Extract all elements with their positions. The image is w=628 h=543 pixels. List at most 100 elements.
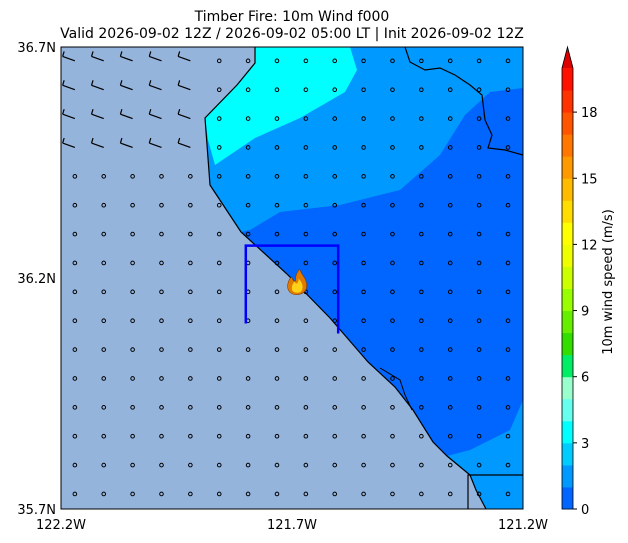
calm-wind-marker xyxy=(188,376,193,381)
calm-wind-marker xyxy=(447,347,453,352)
x-tick-label: 121.7W xyxy=(267,518,317,533)
calm-wind-marker xyxy=(505,87,511,93)
calm-wind-marker xyxy=(332,231,338,237)
calm-wind-marker xyxy=(72,174,78,179)
calm-wind-marker xyxy=(505,491,511,497)
x-tick-label: 122.2W xyxy=(36,518,86,533)
calm-wind-marker xyxy=(188,405,193,410)
inner-domain-box xyxy=(244,244,340,334)
calm-wind-marker xyxy=(101,491,107,497)
calm-wind-marker xyxy=(130,202,135,208)
calm-wind-marker xyxy=(188,318,193,324)
calm-wind-marker xyxy=(361,462,366,468)
calm-wind-marker xyxy=(447,116,453,121)
calm-wind-marker xyxy=(101,202,107,208)
calm-wind-marker xyxy=(101,318,107,324)
calm-wind-marker xyxy=(101,260,107,266)
admin-border-2 xyxy=(379,367,413,411)
calm-wind-marker xyxy=(390,318,395,324)
calm-wind-marker xyxy=(72,202,78,208)
calm-wind-marker xyxy=(245,116,251,121)
calm-wind-marker xyxy=(245,58,251,64)
calm-wind-marker xyxy=(245,376,251,381)
calm-wind-marker xyxy=(274,347,280,352)
calm-wind-marker xyxy=(188,491,193,497)
calm-wind-marker xyxy=(130,318,135,324)
calm-wind-marker xyxy=(447,462,453,468)
calm-wind-marker xyxy=(188,462,193,468)
calm-wind-marker xyxy=(476,318,482,324)
calm-wind-marker xyxy=(361,231,366,237)
calm-wind-marker xyxy=(361,491,366,497)
calm-wind-marker xyxy=(245,87,251,93)
calm-wind-marker xyxy=(476,58,482,64)
calm-wind-marker xyxy=(361,145,366,150)
colorbar-segment xyxy=(562,90,573,113)
calm-wind-marker xyxy=(332,347,338,352)
calm-wind-marker xyxy=(332,87,338,93)
calm-wind-marker xyxy=(419,231,424,237)
x-tick-labels: 122.2W 121.7W 121.2W xyxy=(36,518,548,533)
wind-band-0-1 xyxy=(241,88,523,456)
calm-wind-marker xyxy=(216,231,222,237)
calm-wind-marker xyxy=(505,318,511,324)
calm-wind-marker xyxy=(274,433,280,439)
calm-wind-marker xyxy=(72,491,78,497)
calm-wind-marker xyxy=(332,174,338,179)
calm-wind-marker xyxy=(130,491,135,497)
wind-barb xyxy=(62,80,76,91)
calm-wind-marker xyxy=(303,347,309,352)
calm-wind-marker xyxy=(419,202,424,208)
calm-wind-marker xyxy=(476,260,482,266)
calm-wind-marker xyxy=(447,58,453,64)
calm-wind-marker xyxy=(101,405,107,410)
colorbar-segment xyxy=(562,332,573,356)
calm-wind-marker xyxy=(419,462,424,468)
calm-wind-marker xyxy=(216,462,222,468)
calm-wind-marker xyxy=(303,58,309,64)
colorbar-segment xyxy=(562,420,573,444)
colorbar-segment xyxy=(562,222,573,245)
calm-wind-marker xyxy=(476,145,482,150)
colorbar-segment xyxy=(562,112,573,135)
calm-wind-marker xyxy=(245,231,251,237)
calm-wind-marker xyxy=(72,433,78,439)
calm-wind-marker xyxy=(476,289,482,295)
calm-wind-marker xyxy=(274,174,280,179)
calm-wind-marker xyxy=(390,491,395,497)
colorbar-segment xyxy=(562,310,573,334)
calm-wind-marker xyxy=(332,405,338,410)
calm-wind-marker xyxy=(274,376,280,381)
wind-barb xyxy=(90,80,104,91)
calm-wind-marker xyxy=(72,231,78,237)
calm-wind-marker xyxy=(332,376,338,381)
calm-wind-marker xyxy=(188,202,193,208)
calm-wind-marker xyxy=(159,202,164,208)
colorbar-segment xyxy=(562,442,573,466)
calm-wind-marker xyxy=(159,289,164,295)
calm-wind-marker xyxy=(505,145,511,150)
calm-wind-marker xyxy=(332,202,338,208)
calm-wind-marker xyxy=(274,202,280,208)
calm-wind-marker xyxy=(476,347,482,352)
calm-wind-marker xyxy=(274,318,280,324)
colorbar-tick-label: 9 xyxy=(581,305,589,320)
calm-wind-marker xyxy=(72,289,78,295)
calm-wind-marker xyxy=(419,260,424,266)
calm-wind-marker xyxy=(332,462,338,468)
calm-wind-marker xyxy=(274,289,280,295)
wind-barb xyxy=(119,80,133,91)
calm-wind-marker xyxy=(216,145,222,150)
calm-wind-marker xyxy=(159,260,164,266)
wind-band-3-4 xyxy=(205,47,357,165)
calm-wind-marker xyxy=(303,318,309,324)
calm-wind-marker xyxy=(274,145,280,150)
calm-wind-marker xyxy=(303,260,309,266)
calm-wind-marker xyxy=(505,202,511,208)
calm-wind-marker xyxy=(447,376,453,381)
title-line-1: Timber Fire: 10m Wind f000 xyxy=(194,9,390,25)
calm-wind-marker xyxy=(216,318,222,324)
wind-barb xyxy=(62,137,76,149)
calm-wind-marker xyxy=(303,116,309,121)
calm-wind-marker xyxy=(72,376,78,381)
